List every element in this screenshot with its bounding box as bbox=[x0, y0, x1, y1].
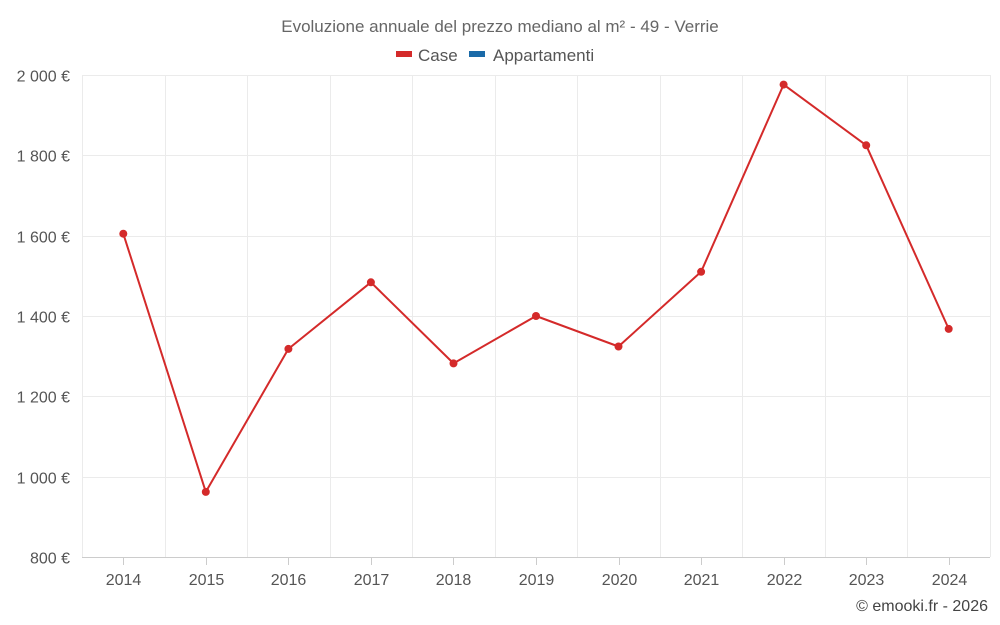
x-axis-ticks: 2014 2015 2016 2017 2018 2019 2020 2021 2022 2023… bbox=[106, 557, 968, 589]
x-tick-label: 2016 bbox=[271, 572, 307, 589]
y-axis-ticks: 800 € 1 000 € 1 200 € 1 400 € 1 600 € 1 800 €… bbox=[17, 69, 70, 568]
x-tick-label: 2021 bbox=[684, 572, 720, 589]
x-tick-label: 2023 bbox=[849, 572, 885, 589]
data-point[interactable] bbox=[366, 278, 375, 287]
y-tick-label: 2 000 € bbox=[17, 69, 70, 86]
credit-text: © emooki.fr - 2026 bbox=[856, 598, 988, 615]
data-point[interactable] bbox=[449, 359, 458, 368]
y-tick-label: 800 € bbox=[30, 551, 70, 568]
x-tick-label: 2014 bbox=[106, 572, 142, 589]
data-point[interactable] bbox=[201, 487, 210, 496]
series-layer bbox=[119, 80, 953, 496]
data-point[interactable] bbox=[532, 312, 540, 320]
x-tick-label: 2020 bbox=[602, 572, 638, 589]
x-tick-label: 2018 bbox=[436, 572, 472, 589]
y-tick-label: 1 200 € bbox=[17, 390, 70, 407]
data-point[interactable] bbox=[944, 324, 953, 333]
legend-swatch bbox=[396, 51, 412, 57]
data-point[interactable] bbox=[119, 229, 128, 238]
legend-label[interactable]: Case bbox=[418, 46, 458, 65]
legend: Case Appartamenti bbox=[396, 46, 594, 65]
data-point[interactable] bbox=[779, 80, 788, 89]
y-tick-label: 1 800 € bbox=[17, 149, 70, 166]
x-tick-label: 2015 bbox=[189, 572, 225, 589]
data-point[interactable] bbox=[697, 267, 706, 276]
x-tick-label: 2019 bbox=[519, 572, 555, 589]
data-point[interactable] bbox=[284, 344, 293, 353]
y-tick-label: 1 400 € bbox=[17, 310, 70, 327]
y-tick-label: 1 600 € bbox=[17, 230, 70, 247]
x-tick-label: 2024 bbox=[932, 572, 968, 589]
data-point[interactable] bbox=[862, 141, 871, 150]
chart-title: Evoluzione annuale del prezzo mediano al… bbox=[281, 17, 719, 36]
legend-swatch bbox=[469, 51, 485, 57]
x-tick-label: 2022 bbox=[767, 572, 803, 589]
data-point[interactable] bbox=[614, 342, 623, 351]
y-gridlines bbox=[82, 75, 990, 478]
x-tick-label: 2017 bbox=[354, 572, 390, 589]
y-tick-label: 1 000 € bbox=[17, 471, 70, 488]
legend-label[interactable]: Appartamenti bbox=[493, 46, 594, 65]
